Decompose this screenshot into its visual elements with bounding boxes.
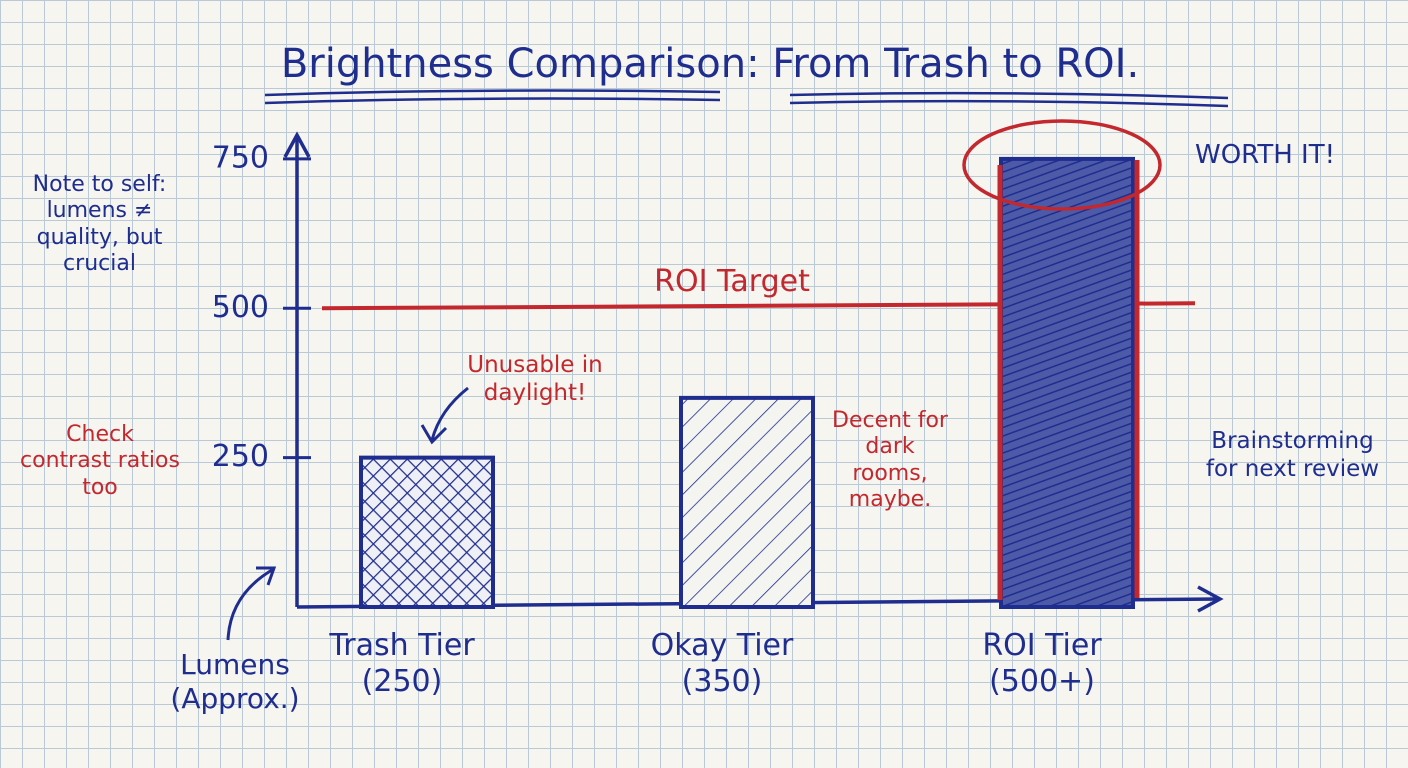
pointer-arrow — [420, 386, 469, 445]
y-tick-label: 250 — [212, 439, 269, 474]
annotation: Check contrast ratios too — [20, 422, 180, 500]
annotation: WORTH IT! — [1194, 140, 1336, 170]
pointer-arrow — [226, 566, 277, 641]
x-tick-label: Okay Tier (350) — [650, 628, 794, 699]
emphasis-circle — [962, 119, 1162, 211]
y-tick-label: 750 — [212, 140, 269, 175]
bar — [679, 395, 815, 609]
annotation: Unusable in daylight! — [467, 352, 603, 406]
reference-label: ROI Target — [654, 264, 810, 299]
annotation: Decent for dark rooms, maybe. — [832, 408, 948, 513]
y-axis-arrow — [283, 131, 311, 158]
x-axis-arrow — [1197, 585, 1224, 613]
y-tick-label: 500 — [212, 290, 269, 325]
annotation: Brainstorming for next review — [1205, 428, 1380, 482]
title-underline — [264, 89, 1229, 108]
x-tick-label: Trash Tier (250) — [329, 628, 475, 699]
y-axis-label: Lumens (Approx.) — [170, 648, 300, 715]
chart-title: Brightness Comparison: From Trash to ROI… — [280, 41, 1140, 87]
annotation: Note to self: lumens ≠ quality, but cruc… — [32, 172, 167, 277]
bar — [999, 156, 1135, 609]
bar — [359, 455, 495, 609]
x-tick-label: ROI Tier (500+) — [982, 628, 1102, 699]
